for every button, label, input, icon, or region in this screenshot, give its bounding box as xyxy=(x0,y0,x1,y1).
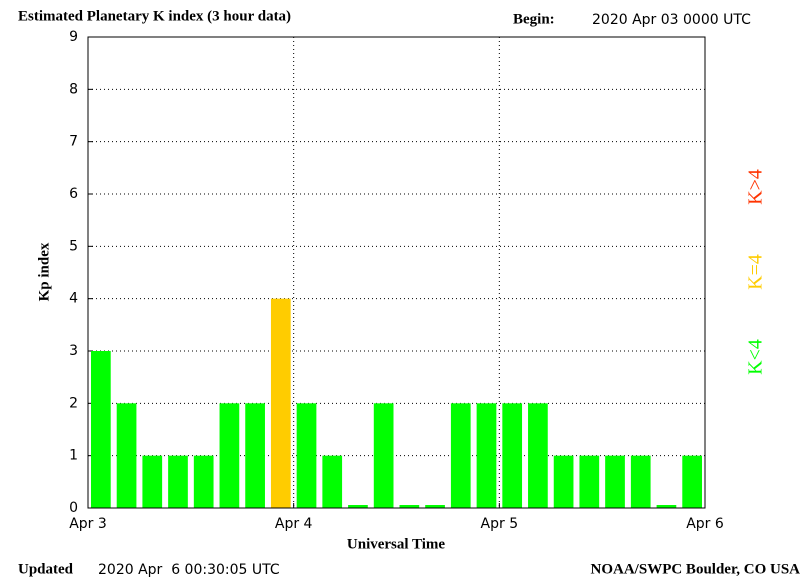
x-tick-label: Apr 3 xyxy=(69,516,107,532)
bar xyxy=(476,403,497,508)
updated-date: 2020 Apr 6 00:30:05 UTC xyxy=(98,562,280,578)
bar xyxy=(219,403,240,508)
bar xyxy=(450,403,471,508)
y-axis-label: Kp index xyxy=(36,242,52,301)
x-axis-label: Universal Time xyxy=(347,536,446,552)
y-tick-label: 6 xyxy=(69,186,78,202)
begin-date: 2020 Apr 03 0000 UTC xyxy=(592,12,751,28)
y-tick-label: 8 xyxy=(69,81,78,97)
y-tick-label: 9 xyxy=(69,29,78,45)
y-tick-label: 1 xyxy=(69,448,78,464)
bar xyxy=(656,505,677,508)
begin-label: Begin: xyxy=(513,11,555,27)
bar xyxy=(502,403,523,508)
bar xyxy=(142,455,163,508)
bar xyxy=(528,403,548,508)
y-tick-label: 0 xyxy=(69,500,78,516)
bar xyxy=(425,505,445,508)
x-tick-label: Apr 6 xyxy=(686,516,724,532)
bar xyxy=(373,403,394,508)
y-tick-label: 5 xyxy=(69,238,78,254)
y-tick-label: 2 xyxy=(69,395,78,411)
updated-label: Updated xyxy=(18,561,74,577)
bar xyxy=(91,351,111,508)
y-tick-label: 7 xyxy=(69,134,78,150)
legend-entry: K<4 xyxy=(745,339,767,375)
bar xyxy=(399,505,420,508)
x-tick-label: Apr 4 xyxy=(275,516,313,532)
bar xyxy=(682,455,702,508)
bar xyxy=(116,403,137,508)
x-tick-label: Apr 5 xyxy=(481,516,519,532)
credit: NOAA/SWPC Boulder, CO USA xyxy=(591,561,801,577)
bar xyxy=(168,455,188,508)
bar xyxy=(322,455,343,508)
chart-title: Estimated Planetary K index (3 hour data… xyxy=(18,8,291,24)
bar xyxy=(245,403,265,508)
legend-entry: K=4 xyxy=(745,254,767,290)
bar xyxy=(630,455,651,508)
bar xyxy=(193,455,214,508)
bar xyxy=(579,455,600,508)
legend-entry: K>4 xyxy=(745,169,767,205)
bar xyxy=(296,403,317,508)
bar xyxy=(348,505,368,508)
bar xyxy=(605,455,625,508)
bar xyxy=(553,455,574,508)
bar xyxy=(270,298,291,508)
y-tick-label: 3 xyxy=(69,343,78,359)
plot-frame xyxy=(87,36,706,509)
y-tick-label: 4 xyxy=(69,291,78,307)
